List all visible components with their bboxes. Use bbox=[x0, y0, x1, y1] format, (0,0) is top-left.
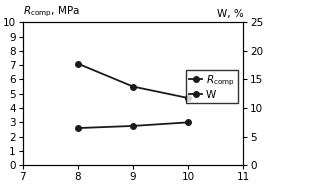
Text: $R_\mathrm{comp}$, MPa: $R_\mathrm{comp}$, MPa bbox=[23, 5, 80, 19]
Text: W, %: W, % bbox=[217, 9, 243, 19]
Legend: $R_\mathrm{comp}$, W: $R_\mathrm{comp}$, W bbox=[186, 70, 238, 103]
